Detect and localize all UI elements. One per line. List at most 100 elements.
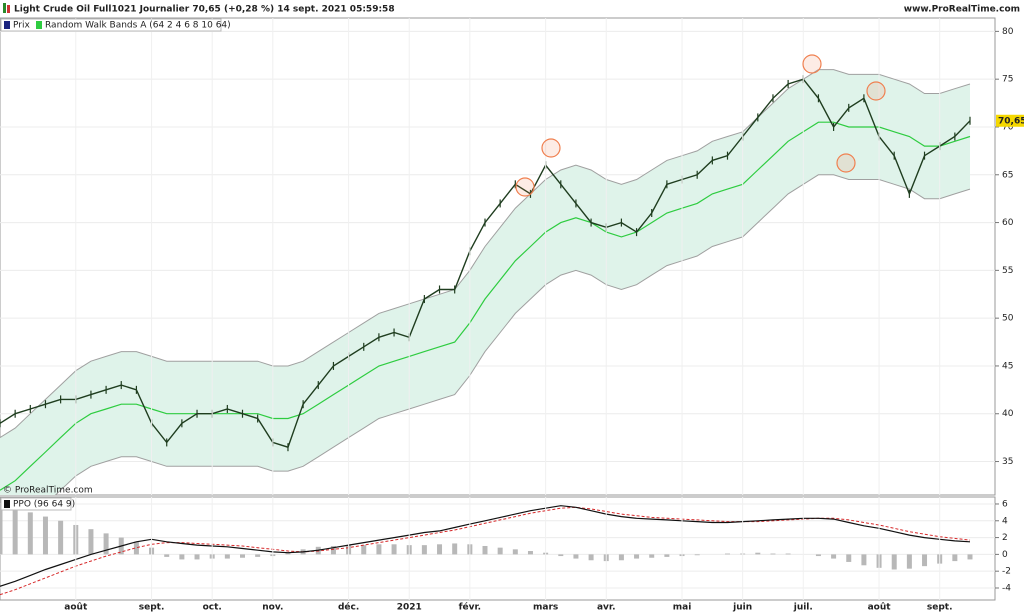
x-tick-label: nov.: [262, 603, 283, 613]
x-tick-label: févr.: [459, 602, 481, 613]
histogram-bar: [12, 508, 18, 555]
y-tick-label: 2: [1002, 533, 1008, 543]
band-fill: [0, 69, 970, 495]
histogram-bar: [906, 554, 912, 569]
y-tick-label: 60: [1002, 218, 1014, 228]
x-tick-label: oct.: [203, 603, 222, 613]
histogram-bar: [725, 553, 730, 555]
y-tick-label: 80: [1002, 27, 1014, 37]
band-lower: [54, 174, 971, 495]
band-middle: [0, 121, 971, 491]
y-tick-label: -4: [1002, 583, 1011, 593]
histogram-bar: [27, 512, 33, 555]
price-pane: [0, 17, 996, 496]
legend-swatch: [36, 21, 42, 29]
header-title: Light Crude Oil Full1021 Journalier 70,6…: [14, 5, 395, 15]
highlight-circle: [541, 138, 561, 158]
histogram-bar: [224, 554, 230, 559]
header-site: www.ProRealTime.com: [904, 5, 1020, 15]
histogram-bar: [255, 554, 261, 557]
histogram-bar: [634, 554, 640, 559]
y-tick-label: 0: [1002, 550, 1008, 560]
histogram-bar: [164, 554, 170, 557]
histogram-bar: [785, 553, 791, 555]
legend-label: PPO (96 64 9): [13, 500, 75, 510]
histogram-bar: [42, 516, 48, 555]
last-price-box: [996, 114, 1024, 127]
histogram-bar: [179, 554, 185, 560]
histogram-bar: [618, 554, 624, 561]
histogram-bar: [194, 554, 200, 560]
x-tick-label: août: [868, 603, 892, 613]
x-tick-label: 2021: [397, 603, 422, 613]
highlight-circle: [836, 153, 856, 173]
histogram-bar: [694, 554, 700, 556]
legend-label: Prix: [13, 21, 30, 31]
histogram-bar: [58, 520, 64, 555]
histogram-bar: [240, 554, 245, 558]
y-tick-label: 6: [1002, 499, 1008, 509]
x-tick-label: juin: [732, 603, 752, 613]
y-tick-label: 35: [1002, 457, 1013, 467]
ppo-pane: [0, 496, 996, 601]
histogram-bar: [527, 551, 533, 555]
histogram-bar: [376, 544, 382, 555]
histogram-bar: [88, 529, 94, 555]
logo-icon: [7, 5, 10, 13]
histogram-bar: [891, 554, 897, 570]
histogram-bar: [361, 545, 367, 555]
histogram-bar: [133, 541, 139, 555]
histogram-bar: [437, 544, 443, 555]
histogram-bar: [0, 503, 3, 555]
highlight-circle: [866, 81, 886, 101]
histogram-bar: [649, 554, 655, 558]
x-tick-label: juil.: [793, 603, 813, 613]
histogram-bar: [482, 545, 488, 555]
highlight-circles: [515, 54, 886, 197]
histogram-bar: [285, 552, 291, 555]
histogram-bar: [861, 554, 867, 566]
y-tick-label: 4: [1002, 516, 1008, 526]
highlight-circle: [802, 54, 822, 74]
plot-layer: 35 40 45 50 55 60 65 70 75 80 70,65 6 4 2 0 -2 -4 août sep…: [0, 18, 1024, 613]
logo-icon: [3, 3, 6, 13]
histogram-bar: [967, 554, 973, 560]
x-tick-label: mai: [673, 603, 692, 613]
x-tick-label: mars: [533, 603, 558, 613]
histogram-bar: [497, 547, 503, 555]
y-tick-label: 50: [1002, 314, 1014, 324]
x-tick-label: sept.: [139, 603, 165, 613]
histogram-bar: [815, 554, 821, 557]
histogram-bar: [512, 549, 518, 555]
histogram-bar: [664, 554, 670, 557]
legend-label: Random Walk Bands A (64 2 4 6 8 10 64): [45, 21, 231, 31]
histogram-bar: [770, 553, 776, 555]
y-tick-label: 70: [1002, 122, 1014, 132]
band-upper: [0, 69, 971, 439]
legend-box: [0, 18, 222, 32]
histogram-bar: [588, 554, 594, 561]
highlight-circle: [515, 177, 535, 197]
histogram-bar: [452, 543, 458, 555]
histogram-bar: [846, 554, 852, 562]
copyright: © ProRealTime.com: [3, 486, 93, 496]
histogram-bar: [421, 545, 427, 555]
price-plot: [0, 69, 971, 495]
histogram-bar: [831, 554, 837, 559]
histogram-bar: [330, 545, 336, 555]
histogram-bar: [558, 554, 564, 557]
y-tick-label: 55: [1002, 266, 1013, 276]
x-tick-label: août: [64, 603, 88, 613]
ppo-line: [0, 505, 971, 587]
histogram-bar: [103, 533, 109, 555]
y-tick-label: 45: [1002, 361, 1013, 371]
y-tick-label: 65: [1002, 170, 1013, 180]
x-tick-label: avr.: [597, 603, 616, 613]
histogram-bar: [573, 554, 579, 559]
y-tick-label: 40: [1002, 409, 1014, 419]
histogram-bar: [922, 554, 928, 567]
legend-box: [0, 497, 72, 511]
y-tick-label: 75: [1002, 75, 1013, 85]
x-tick-label: déc.: [338, 602, 359, 613]
